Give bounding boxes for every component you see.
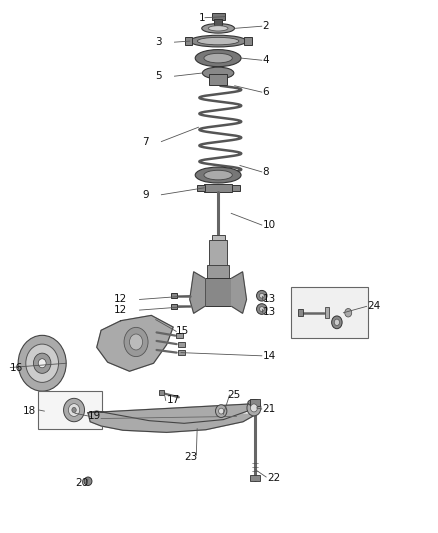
- Ellipse shape: [195, 167, 241, 183]
- Bar: [251, 399, 260, 406]
- Text: 24: 24: [367, 301, 381, 311]
- Ellipse shape: [248, 399, 260, 406]
- Text: 10: 10: [263, 220, 276, 230]
- Ellipse shape: [251, 404, 258, 412]
- Text: 12: 12: [114, 305, 127, 315]
- Ellipse shape: [124, 327, 148, 357]
- Bar: [197, 185, 205, 191]
- Ellipse shape: [334, 319, 339, 326]
- Ellipse shape: [215, 405, 227, 417]
- Bar: [204, 184, 232, 191]
- Text: 4: 4: [263, 55, 269, 65]
- Bar: [207, 265, 229, 287]
- Polygon shape: [190, 272, 205, 313]
- Polygon shape: [88, 403, 256, 432]
- Text: 20: 20: [75, 479, 88, 488]
- Ellipse shape: [204, 53, 232, 63]
- Bar: [176, 333, 183, 338]
- Text: 17: 17: [166, 395, 180, 406]
- Ellipse shape: [195, 50, 241, 67]
- Ellipse shape: [26, 344, 59, 382]
- Bar: [325, 308, 329, 318]
- Text: 7: 7: [142, 136, 149, 147]
- Ellipse shape: [190, 35, 247, 47]
- Text: 15: 15: [175, 326, 189, 336]
- Text: 8: 8: [263, 167, 269, 177]
- Bar: [159, 390, 164, 395]
- Ellipse shape: [72, 407, 76, 413]
- Ellipse shape: [18, 335, 66, 391]
- Bar: [214, 19, 222, 25]
- Ellipse shape: [247, 400, 261, 416]
- Bar: [232, 185, 240, 191]
- Ellipse shape: [257, 304, 267, 314]
- Bar: [251, 475, 260, 481]
- Bar: [212, 13, 225, 20]
- FancyBboxPatch shape: [291, 287, 368, 338]
- Text: 19: 19: [88, 411, 101, 422]
- Text: 21: 21: [263, 404, 276, 414]
- Ellipse shape: [198, 37, 239, 45]
- Bar: [209, 74, 227, 85]
- Bar: [209, 240, 227, 271]
- Text: 13: 13: [263, 294, 276, 304]
- Polygon shape: [97, 316, 173, 371]
- Ellipse shape: [68, 403, 80, 416]
- Bar: [205, 278, 232, 306]
- Bar: [212, 235, 225, 247]
- Text: 18: 18: [22, 406, 35, 416]
- Text: 13: 13: [263, 306, 276, 317]
- Ellipse shape: [332, 316, 342, 329]
- Polygon shape: [232, 272, 247, 313]
- Bar: [177, 342, 184, 346]
- Text: 14: 14: [263, 351, 276, 361]
- Bar: [244, 37, 252, 45]
- Text: 2: 2: [263, 21, 269, 31]
- Bar: [170, 293, 177, 298]
- Ellipse shape: [202, 67, 234, 79]
- Ellipse shape: [202, 23, 234, 33]
- Text: 6: 6: [263, 87, 269, 97]
- Text: 22: 22: [267, 473, 280, 483]
- Ellipse shape: [259, 306, 264, 311]
- Text: 5: 5: [155, 71, 162, 81]
- Ellipse shape: [130, 334, 143, 350]
- Bar: [184, 37, 192, 45]
- Text: 1: 1: [199, 13, 206, 23]
- Ellipse shape: [259, 293, 264, 298]
- FancyBboxPatch shape: [38, 391, 102, 429]
- Ellipse shape: [64, 398, 85, 422]
- Ellipse shape: [33, 353, 51, 373]
- Ellipse shape: [208, 26, 228, 31]
- Ellipse shape: [345, 309, 352, 317]
- Ellipse shape: [204, 170, 232, 180]
- Ellipse shape: [38, 359, 46, 368]
- Ellipse shape: [219, 408, 224, 414]
- Bar: [297, 309, 303, 317]
- Text: 25: 25: [228, 390, 241, 400]
- Text: 9: 9: [142, 190, 149, 200]
- Bar: [170, 304, 177, 309]
- Ellipse shape: [84, 477, 92, 486]
- Text: 23: 23: [184, 452, 198, 462]
- Text: 12: 12: [114, 294, 127, 304]
- Text: 3: 3: [155, 37, 162, 47]
- Ellipse shape: [257, 290, 267, 301]
- Text: 16: 16: [10, 362, 23, 373]
- Bar: [177, 350, 184, 355]
